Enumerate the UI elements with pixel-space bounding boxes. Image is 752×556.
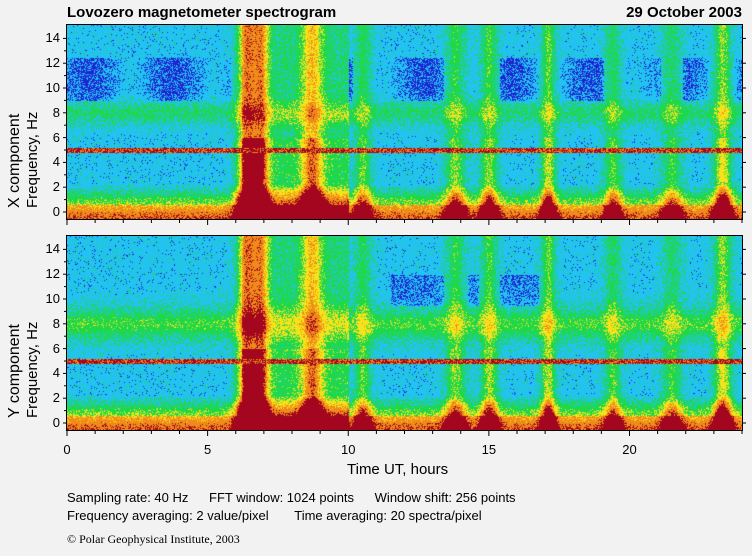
chart-title: Lovozero magnetometer spectrogram	[67, 4, 337, 21]
y-tick-label: 6	[52, 129, 60, 145]
x-component-spectrogram	[66, 24, 743, 220]
x-tick-label: 10	[341, 442, 356, 457]
y-tick-label: 0	[52, 415, 60, 430]
frequency-averaging-text: Frequency averaging: 2 value/pixel	[67, 508, 269, 523]
chart-date: 29 October 2003	[626, 4, 742, 21]
x-tick-label: 20	[622, 442, 637, 457]
footer-line-2: Frequency averaging: 2 value/pixel Time …	[67, 508, 482, 523]
x-axis-label: Time UT, hours	[347, 461, 449, 478]
copyright-text: © Polar Geophysical Institute, 2003	[67, 532, 240, 546]
y-tick-label: 8	[52, 315, 60, 331]
y-tick-label: 14	[45, 30, 60, 46]
y-tick-label: 4	[52, 154, 60, 170]
x-spectrogram-canvas	[67, 25, 742, 219]
y-tick-label: 0	[52, 204, 60, 219]
y-spectrogram-canvas	[67, 236, 742, 430]
window-shift-text: Window shift: 256 points	[374, 490, 516, 505]
y-tick-label: 14	[45, 241, 60, 257]
y-tick-label: 8	[52, 104, 60, 120]
y-tick-label: 4	[52, 365, 60, 381]
fft-window-text: FFT window: 1024 points	[209, 490, 355, 505]
time-averaging-text: Time averaging: 20 spectra/pixel	[294, 508, 482, 523]
y-tick-label: 2	[52, 179, 60, 195]
y-tick-label: 2	[52, 390, 60, 406]
sampling-rate-text: Sampling rate: 40 Hz	[67, 490, 189, 505]
y-component-spectrogram	[66, 235, 743, 431]
y-tick-label: 10	[45, 80, 60, 95]
x-tick-label: 0	[63, 442, 71, 457]
y-tick-label: 12	[45, 55, 60, 71]
y-tick-label: 12	[45, 266, 60, 282]
y-tick-label: 10	[45, 291, 60, 306]
x-tick-label: 15	[481, 442, 497, 457]
footer-line-1: Sampling rate: 40 Hz FFT window: 1024 po…	[67, 490, 516, 505]
x-tick-label: 5	[204, 442, 212, 457]
y-tick-label: 6	[52, 340, 60, 356]
